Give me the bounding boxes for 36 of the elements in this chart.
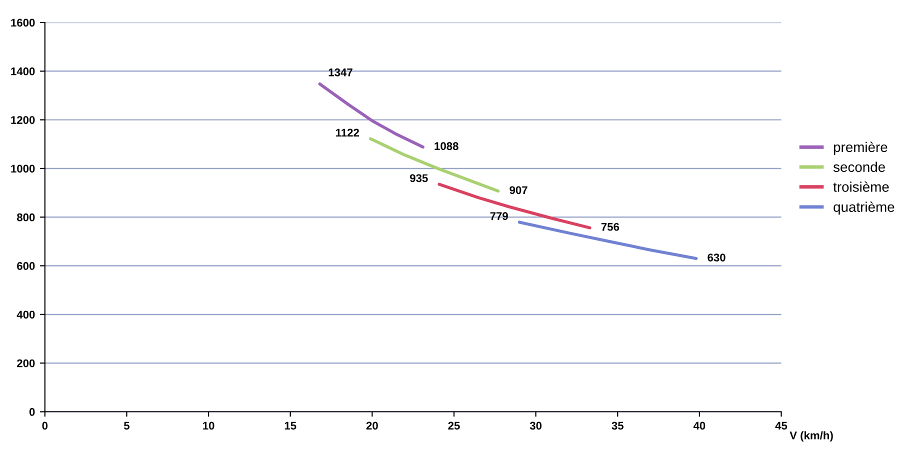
legend-label: quatrième bbox=[834, 202, 894, 215]
y-tick-label: 800 bbox=[16, 213, 35, 222]
x-tick-label: 25 bbox=[448, 422, 460, 430]
y-tick-label: 1200 bbox=[11, 116, 35, 124]
x-tick-label: 40 bbox=[693, 422, 706, 430]
x-tick-label: 0 bbox=[42, 422, 48, 430]
line-series bbox=[518, 220, 698, 260]
x-tick-label: 5 bbox=[124, 422, 130, 430]
y-tick-label: 1000 bbox=[11, 164, 35, 173]
data-label: 1122 bbox=[336, 128, 359, 136]
x-tick-label: 30 bbox=[530, 422, 542, 430]
data-label: 630 bbox=[708, 254, 726, 262]
data-label: 1347 bbox=[328, 68, 352, 76]
x-tick-label: 20 bbox=[366, 422, 378, 430]
y-tick-label: 1400 bbox=[11, 67, 35, 76]
legend-label: seconde bbox=[833, 162, 885, 172]
legend-label: troisième bbox=[833, 182, 889, 192]
legend-label: première bbox=[834, 142, 888, 155]
data-label: 756 bbox=[601, 222, 620, 231]
y-tick-label: 0 bbox=[29, 408, 35, 416]
data-label: 935 bbox=[410, 174, 428, 182]
x-tick-label: 15 bbox=[284, 422, 296, 430]
y-tick-label: 1600 bbox=[11, 18, 35, 27]
y-tick-label: 400 bbox=[16, 310, 35, 319]
x-tick-label: 35 bbox=[612, 422, 624, 430]
line-series bbox=[369, 137, 500, 193]
data-label: 779 bbox=[490, 212, 508, 220]
data-label: 1088 bbox=[434, 142, 458, 150]
x-axis-title: V (km/h) bbox=[790, 431, 833, 442]
data-label: 907 bbox=[510, 186, 528, 194]
line-series bbox=[438, 182, 592, 230]
x-tick-label: 45 bbox=[775, 422, 788, 430]
y-tick-label: 200 bbox=[17, 359, 35, 368]
x-tick-label: 10 bbox=[203, 422, 214, 430]
line-series bbox=[318, 82, 424, 149]
y-tick-label: 600 bbox=[17, 262, 35, 270]
